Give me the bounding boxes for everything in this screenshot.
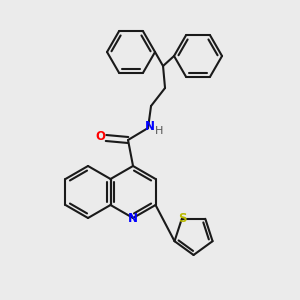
Text: N: N <box>128 212 138 224</box>
Text: S: S <box>178 212 187 225</box>
Text: O: O <box>95 130 105 143</box>
Text: H: H <box>155 126 163 136</box>
Text: N: N <box>145 119 155 133</box>
